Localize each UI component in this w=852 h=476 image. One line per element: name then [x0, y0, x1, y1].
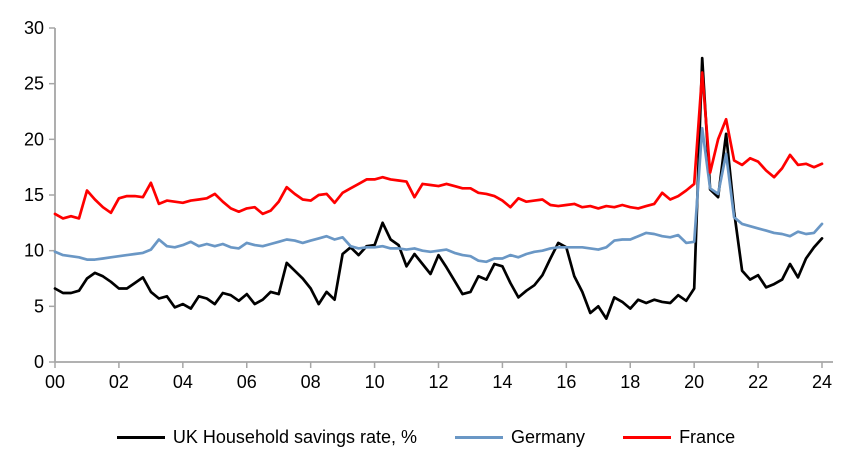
series-line-france: [53, 71, 824, 220]
legend-label-germany: Germany: [511, 427, 586, 447]
series-line-uk: [53, 56, 824, 320]
y-tick-label: 10: [24, 241, 44, 261]
legend-item-france: France: [623, 427, 735, 448]
x-tick-label: 22: [748, 372, 768, 392]
x-tick-label: 06: [237, 372, 257, 392]
x-tick-label: 20: [684, 372, 704, 392]
france-line-swatch: [623, 436, 672, 439]
x-tick-label: 04: [173, 372, 193, 392]
x-tick-label: 02: [109, 372, 129, 392]
y-tick-label: 0: [34, 352, 44, 372]
legend-label-uk: UK Household savings rate, %: [172, 427, 418, 447]
x-tick-label: 24: [812, 372, 832, 392]
x-tick-label: 16: [556, 372, 576, 392]
y-tick-label: 25: [24, 74, 44, 94]
uk-line-swatch: [116, 436, 165, 439]
x-tick-label: 00: [45, 372, 65, 392]
series-line-germany: [53, 126, 824, 264]
x-tick-label: 12: [428, 372, 448, 392]
legend-label-france: France: [679, 427, 736, 447]
chart-legend: UK Household savings rate, % Germany Fra…: [0, 427, 852, 448]
x-tick-label: 18: [620, 372, 640, 392]
germany-line-swatch: [455, 436, 504, 439]
y-tick-label: 15: [24, 185, 44, 205]
y-tick-label: 30: [24, 18, 44, 38]
y-tick-label: 20: [24, 129, 44, 149]
y-tick-label: 5: [34, 296, 44, 316]
x-tick-label: 08: [301, 372, 321, 392]
legend-item-germany: Germany: [455, 427, 585, 448]
x-tick-label: 14: [492, 372, 512, 392]
legend-item-uk: UK Household savings rate, %: [116, 427, 418, 448]
x-tick-label: 10: [365, 372, 385, 392]
